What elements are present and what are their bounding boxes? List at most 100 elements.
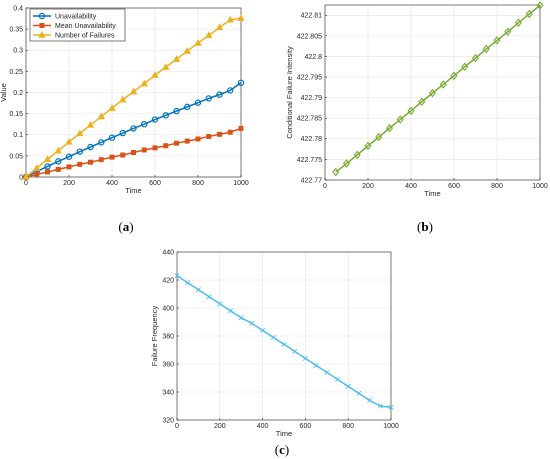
chart-panel-a: 0 200 400 600 800 1000 0 0.05 0.1 0.15 0.2 0.25 0.3 0…: [0, 5, 249, 195]
marker-square: [66, 164, 72, 170]
marker-square: [131, 149, 137, 155]
legend-label: Unavailability: [55, 13, 97, 20]
marker-x-stroke: [313, 362, 319, 368]
marker-triangle: [205, 31, 213, 39]
marker-triangle: [119, 95, 127, 103]
marker-circle: [141, 120, 148, 128]
marker-square: [98, 157, 104, 163]
marker-x-stroke: [270, 334, 276, 340]
marker-triangle: [129, 87, 138, 95]
marker-circle: [205, 95, 212, 102]
y-tick-label: 0.15: [9, 111, 23, 118]
caption-a-letter: a: [123, 219, 130, 234]
marker-square: [120, 152, 126, 158]
y-tick-label: 422.795: [297, 74, 322, 81]
marker-diamond: [342, 159, 351, 168]
marker-triangle: [43, 155, 52, 162]
marker-square: [55, 166, 61, 172]
marker-square: [44, 169, 50, 175]
marker-x: [345, 383, 351, 389]
marker-circle: [237, 79, 245, 86]
x-tick-label: 200: [214, 423, 226, 430]
marker-x-stroke: [377, 403, 383, 409]
marker-triangle: [215, 23, 224, 31]
marker-x-stroke: [185, 280, 191, 286]
marker-diamond: [504, 27, 512, 37]
x-tick-label: 400: [405, 183, 417, 190]
y-tick-label: 360: [162, 361, 174, 368]
y-tick-label: 422.775: [297, 157, 322, 164]
marker-diamond: [364, 141, 372, 151]
marker-x: [388, 404, 394, 410]
legend-item: Mean Unavailability: [33, 23, 116, 30]
marker-x: [227, 308, 234, 314]
marker-x: [292, 348, 298, 354]
legend-item: Number of Failures: [33, 30, 115, 39]
marker-triangle: [54, 146, 62, 154]
marker-triangle: [76, 129, 84, 137]
marker-square: [184, 138, 190, 144]
x-axis-label: Time: [125, 186, 141, 195]
marker-x-stroke: [356, 390, 362, 396]
y-tick-label: 320: [162, 417, 174, 424]
marker-x-stroke: [174, 273, 180, 279]
marker-square: [163, 143, 169, 149]
y-axis-label: Conditional Failure Intensity: [285, 46, 294, 139]
y-tick-label: 0.4: [13, 5, 23, 12]
marker-circle: [162, 112, 169, 119]
marker-circle: [38, 12, 46, 20]
marker-x-stroke: [334, 376, 341, 382]
marker-diamond: [428, 88, 437, 98]
legend: Unavailability Mean Unavailability Number …: [29, 8, 126, 42]
marker-diamond: [396, 115, 404, 124]
marker-x-stroke: [260, 327, 266, 333]
x-tick-label: 600: [300, 423, 312, 430]
marker-square: [217, 131, 223, 137]
marker-x: [281, 341, 287, 347]
series-mean-unavailability: [23, 125, 244, 180]
y-tick-label: 422.81: [301, 13, 323, 20]
y-tick-label: 420: [162, 277, 174, 284]
marker-x: [377, 403, 383, 409]
marker-diamond: [536, 1, 544, 10]
y-tick-label: 422.78: [301, 136, 323, 143]
y-tick-label: 422.79: [301, 95, 323, 102]
marker-circle: [227, 87, 234, 94]
marker-square: [174, 140, 180, 146]
marker-x-stroke: [249, 320, 255, 326]
x-tick-label: 1000: [532, 183, 548, 190]
marker-triangle: [194, 39, 202, 46]
legend-item: Unavailability: [33, 12, 97, 20]
marker-circle: [216, 91, 223, 98]
marker-square: [152, 145, 158, 151]
y-tick-label: 0.2: [13, 90, 23, 97]
y-axis-label: Value: [0, 83, 8, 102]
marker-circle: [184, 103, 191, 111]
marker-x-stroke: [195, 287, 201, 293]
marker-circle: [108, 134, 116, 141]
marker-circle: [119, 129, 126, 137]
x-tick-label: 400: [257, 423, 269, 430]
caption-c-letter: c: [279, 442, 285, 457]
x-tick-label: 0: [323, 183, 327, 190]
marker-x-stroke: [302, 355, 308, 361]
x-tick-label: 400: [106, 180, 118, 187]
marker-x: [270, 334, 276, 340]
y-tick-label: 422.77: [301, 177, 323, 184]
y-tick-label: 0.25: [9, 69, 23, 76]
marker-diamond: [514, 18, 523, 27]
marker-diamond: [525, 9, 533, 19]
marker-diamond: [461, 62, 469, 72]
y-tick-label: 0.1: [13, 132, 23, 139]
x-tick-label: 1000: [383, 423, 399, 430]
x-tick-label: 1000: [233, 180, 249, 187]
caption-b-letter: b: [421, 219, 428, 234]
x-tick-label: 800: [192, 180, 204, 187]
chart-panel-b: 0 200 400 600 800 1000 422.77 422.775 422.78 422.…: [285, 1, 548, 198]
marker-circle: [76, 148, 83, 155]
marker-x-stroke: [281, 341, 287, 347]
marker-x: [260, 327, 266, 333]
x-tick-label: 200: [63, 180, 75, 187]
marker-x: [185, 280, 191, 286]
marker-diamond: [385, 123, 394, 133]
